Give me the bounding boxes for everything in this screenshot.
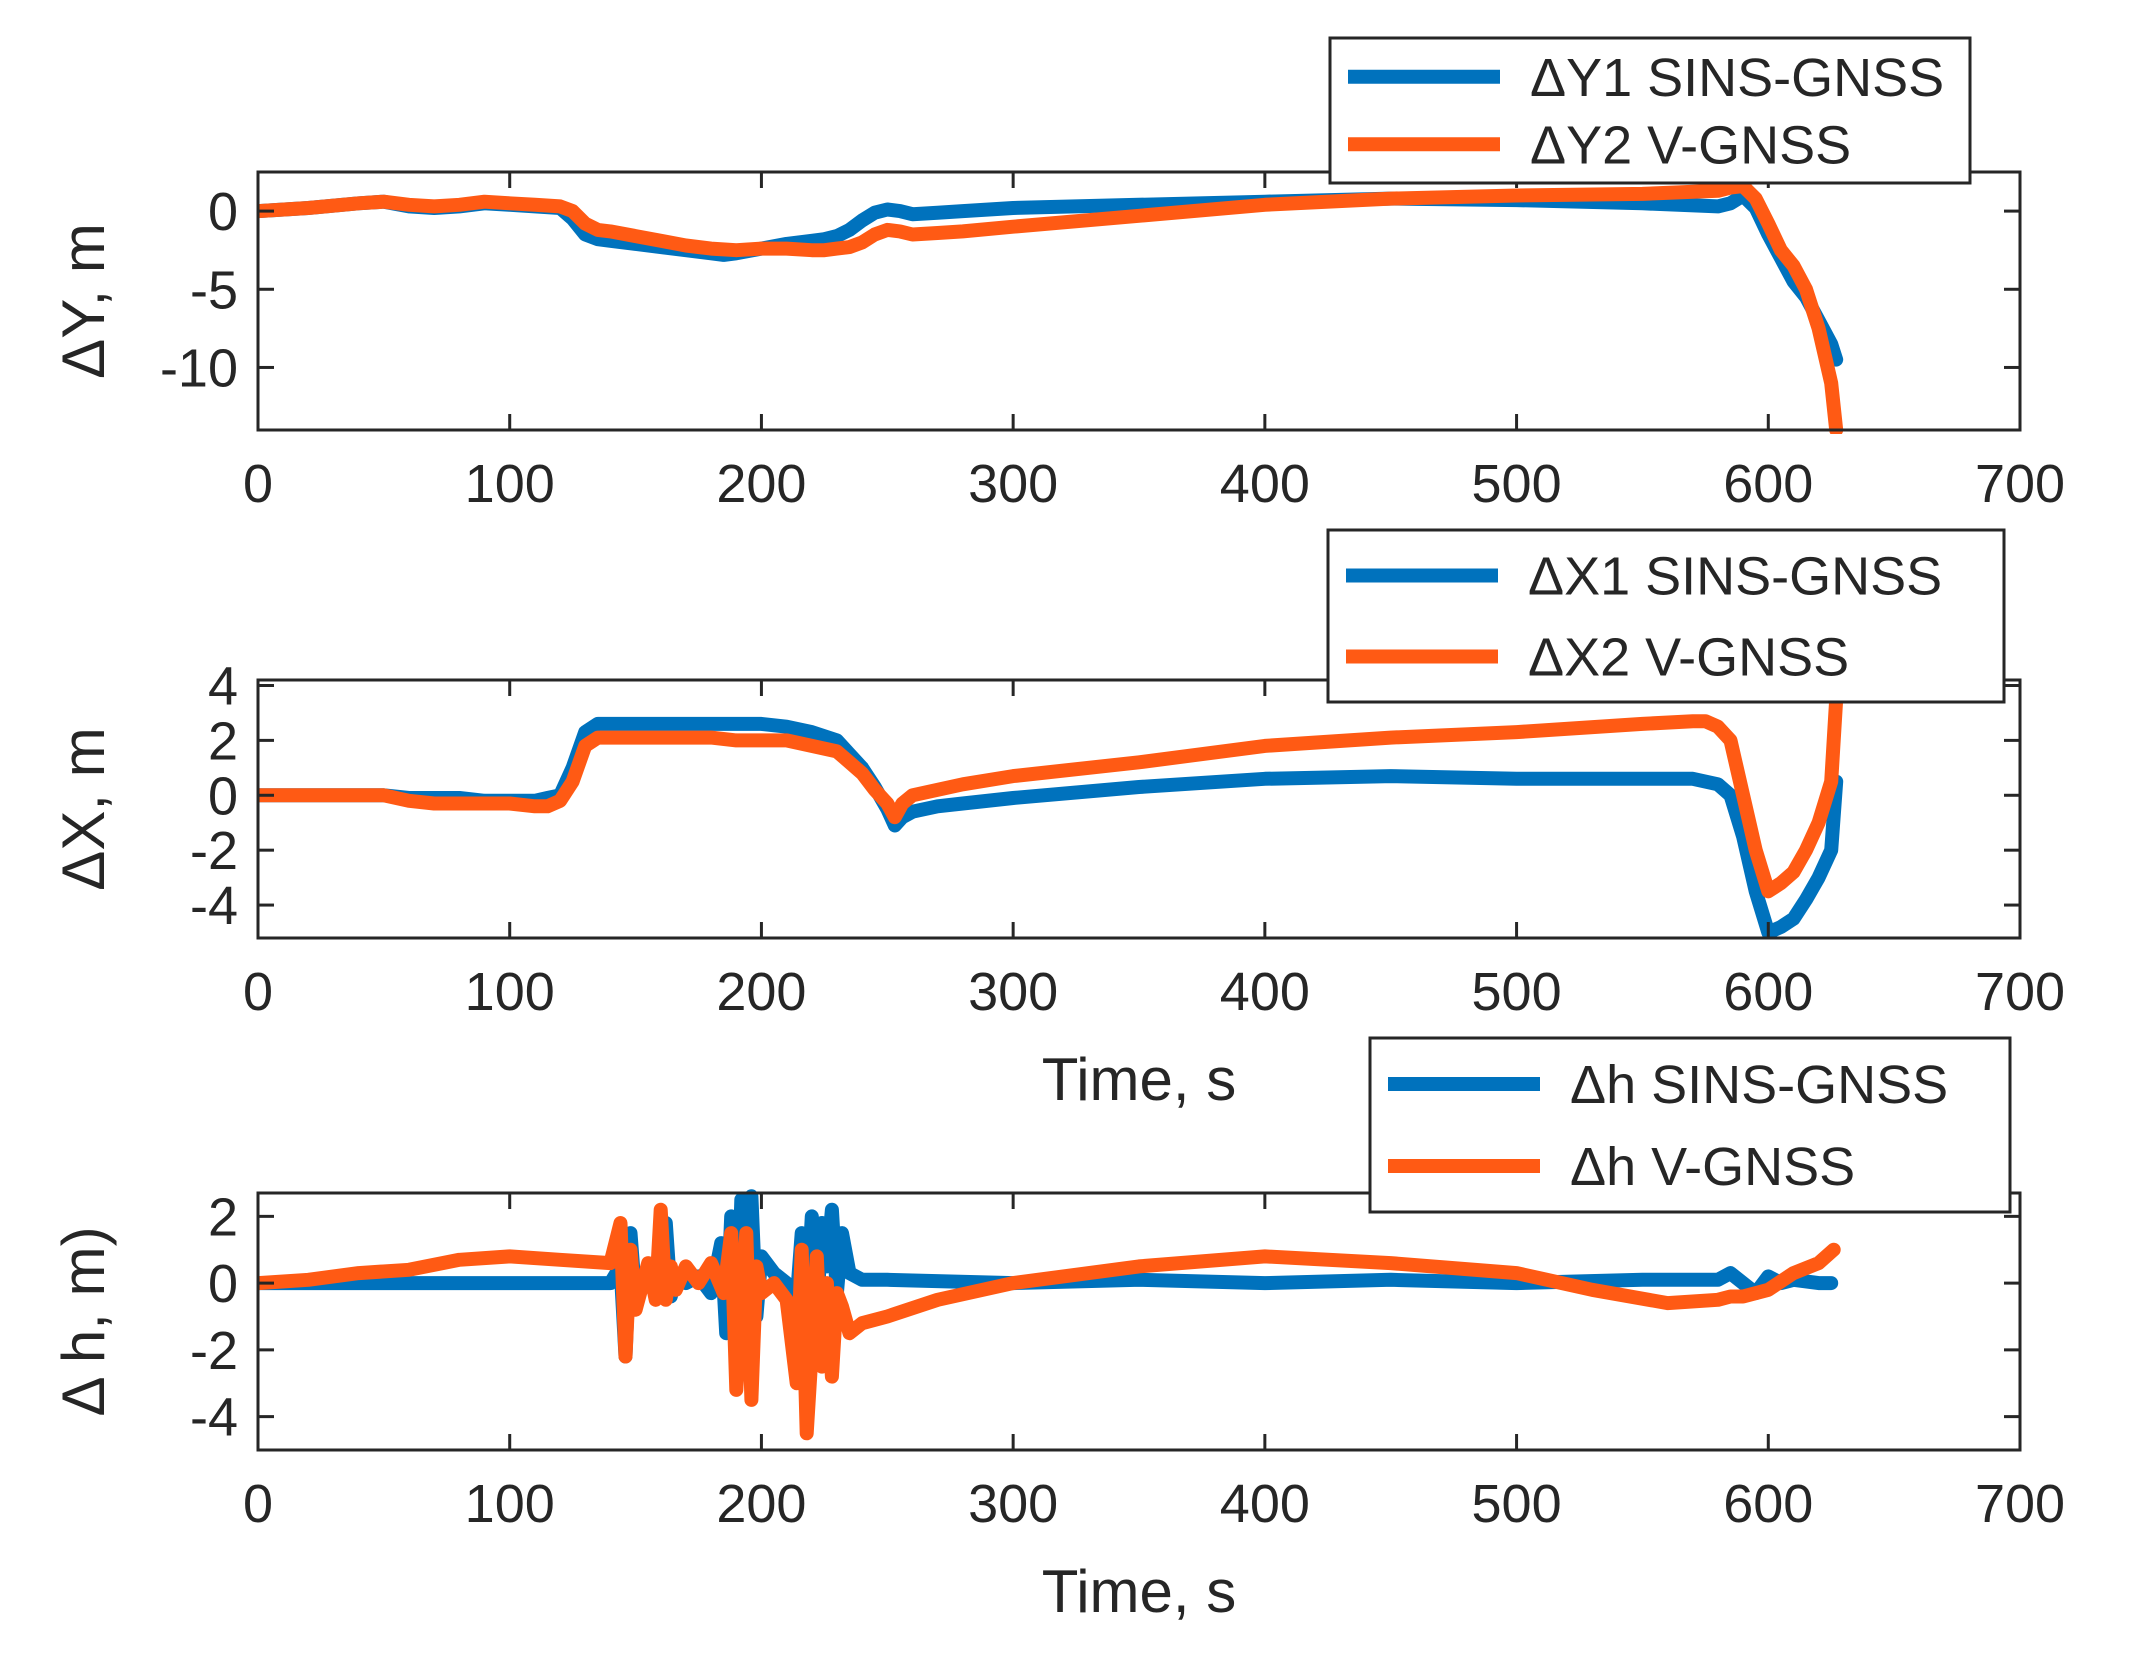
- x-tick-label: 700: [1975, 1474, 2065, 1534]
- legend-label-v-gnss: ΔY2 V-GNSS: [1530, 115, 1851, 175]
- delta-h-series-group: [258, 1189, 1841, 1441]
- y-tick-label: -10: [160, 338, 238, 398]
- delta-y-series-line-v-gnss: [258, 179, 1844, 434]
- delta-h-series-line-v-gnss: [258, 1202, 1841, 1441]
- delta-x-series-group: [258, 692, 1844, 940]
- x-tick-label: 200: [716, 454, 806, 514]
- x-tick-label: 700: [1975, 454, 2065, 514]
- y-tick-label: -2: [190, 1321, 238, 1381]
- x-tick-label: 100: [465, 962, 555, 1022]
- y-tick-label: 2: [208, 711, 238, 771]
- x-tick-label: 500: [1472, 454, 1562, 514]
- y-tick-label: 2: [208, 1187, 238, 1247]
- delta-y-axes-box: [256, 170, 2022, 432]
- x-tick-label: 100: [465, 454, 555, 514]
- x-tick-label: 700: [1975, 962, 2065, 1022]
- delta-h-subplot: 0 100 200 300 400 500 600 700 2 0 -2 -4 Δ h, m) Time,…: [50, 1036, 2065, 1625]
- y-tick-label: -2: [190, 821, 238, 881]
- legend-box: [1368, 1036, 2012, 1214]
- legend-label-sins-gnss: ΔX1 SINS-GNSS: [1528, 547, 1942, 607]
- x-tick-label: 400: [1220, 454, 1310, 514]
- y-tick-label: 0: [208, 766, 238, 826]
- x-tick-label: 500: [1472, 1474, 1562, 1534]
- x-tick-label: 600: [1723, 1474, 1813, 1534]
- delta-y-subplot: 0 100 200 300 400 500 600 700 0 -5 -10 ΔY, m ΔY1 SIN…: [50, 36, 2065, 514]
- x-tick-label: 200: [716, 1474, 806, 1534]
- x-tick-label: 0: [243, 1474, 273, 1534]
- delta-h-x-axis-label: Time, s: [1042, 1558, 1236, 1625]
- delta-x-series-line-v-gnss: [258, 692, 1844, 899]
- delta-x-y-axis-label: ΔX, m: [50, 727, 117, 890]
- x-tick-label: 600: [1723, 454, 1813, 514]
- delta-x-legend: ΔX1 SINS-GNSS ΔX2 V-GNSS: [1326, 528, 2006, 704]
- x-tick-label: 500: [1472, 962, 1562, 1022]
- x-tick-label: 600: [1723, 962, 1813, 1022]
- x-tick-label: 300: [968, 962, 1058, 1022]
- x-tick-label: 300: [968, 1474, 1058, 1534]
- delta-h-legend: Δh SINS-GNSS Δh V-GNSS: [1368, 1036, 2012, 1214]
- y-tick-label: -4: [190, 876, 238, 936]
- legend-box: [1326, 528, 2006, 704]
- legend-label-sins-gnss: Δh SINS-GNSS: [1570, 1055, 1948, 1115]
- delta-h-axes-box: [256, 1191, 2022, 1452]
- legend-label-v-gnss: Δh V-GNSS: [1570, 1137, 1855, 1197]
- y-tick-label: -4: [190, 1388, 238, 1448]
- delta-y-legend: ΔY1 SINS-GNSS ΔY2 V-GNSS: [1328, 36, 1972, 185]
- legend-label-sins-gnss: ΔY1 SINS-GNSS: [1530, 48, 1944, 108]
- x-tick-label: 300: [968, 454, 1058, 514]
- x-tick-label: 200: [716, 962, 806, 1022]
- x-tick-label: 400: [1220, 1474, 1310, 1534]
- y-tick-label: 0: [208, 1254, 238, 1314]
- legend-box: [1328, 36, 1972, 185]
- delta-y-series-group: [258, 179, 1844, 434]
- x-tick-label: 100: [465, 1474, 555, 1534]
- x-tick-label: 0: [243, 962, 273, 1022]
- legend-label-v-gnss: ΔX2 V-GNSS: [1528, 628, 1849, 688]
- x-tick-label: 0: [243, 454, 273, 514]
- y-tick-label: -5: [190, 260, 238, 320]
- y-tick-label: 4: [208, 656, 238, 716]
- delta-h-y-axis-label: Δ h, m): [50, 1226, 117, 1416]
- delta-x-x-axis-label: Time, s: [1042, 1046, 1236, 1113]
- delta-y-y-axis-label: ΔY, m: [50, 223, 117, 379]
- x-tick-label: 400: [1220, 962, 1310, 1022]
- y-tick-label: 0: [208, 182, 238, 242]
- delta-x-axes-box: [256, 678, 2022, 940]
